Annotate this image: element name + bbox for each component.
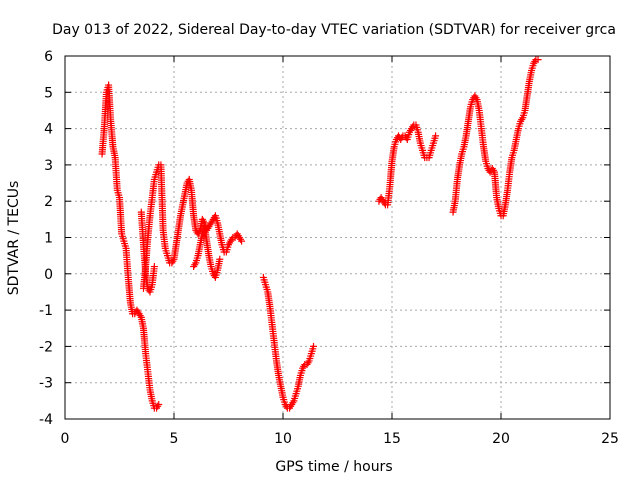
data-point-interp [300, 362, 308, 370]
y-tick-label: -4 [39, 412, 53, 428]
chart-title: Day 013 of 2022, Sidereal Day-to-day VTE… [52, 22, 616, 38]
x-tick-label: 0 [61, 431, 70, 447]
y-tick-label: 4 [44, 122, 53, 138]
x-tick-label: 15 [383, 431, 401, 447]
y-tick-label: 3 [44, 158, 53, 174]
data-point-interp [531, 57, 539, 65]
data-point [310, 342, 318, 350]
data-point [432, 132, 440, 140]
x-tick-label: 10 [274, 431, 292, 447]
y-tick-label: 2 [44, 194, 53, 210]
y-tick-label: -2 [39, 339, 53, 355]
data-point [155, 400, 163, 408]
x-tick-label: 20 [492, 431, 510, 447]
y-tick-label: 5 [44, 85, 53, 101]
y-tick-label: -3 [39, 376, 53, 392]
y-tick-label: -1 [39, 303, 53, 319]
data-point [216, 255, 224, 263]
y-tick-label: 6 [44, 49, 53, 65]
data-point-interp [191, 261, 199, 269]
plot-frame [64, 55, 611, 420]
data-point [534, 56, 542, 64]
y-tick-label: 0 [44, 267, 53, 283]
x-tick-label: 5 [170, 431, 179, 447]
x-axis-label: GPS time / hours [275, 459, 392, 475]
x-tick-label: 25 [601, 431, 619, 447]
y-axis-label: SDTVAR / TECUs [6, 181, 22, 296]
y-tick-label: 1 [44, 231, 53, 247]
data-point [150, 263, 158, 271]
data-point-interp [518, 116, 526, 124]
data-points [98, 56, 542, 412]
data-point [238, 237, 246, 245]
data-point-interp [304, 359, 312, 367]
